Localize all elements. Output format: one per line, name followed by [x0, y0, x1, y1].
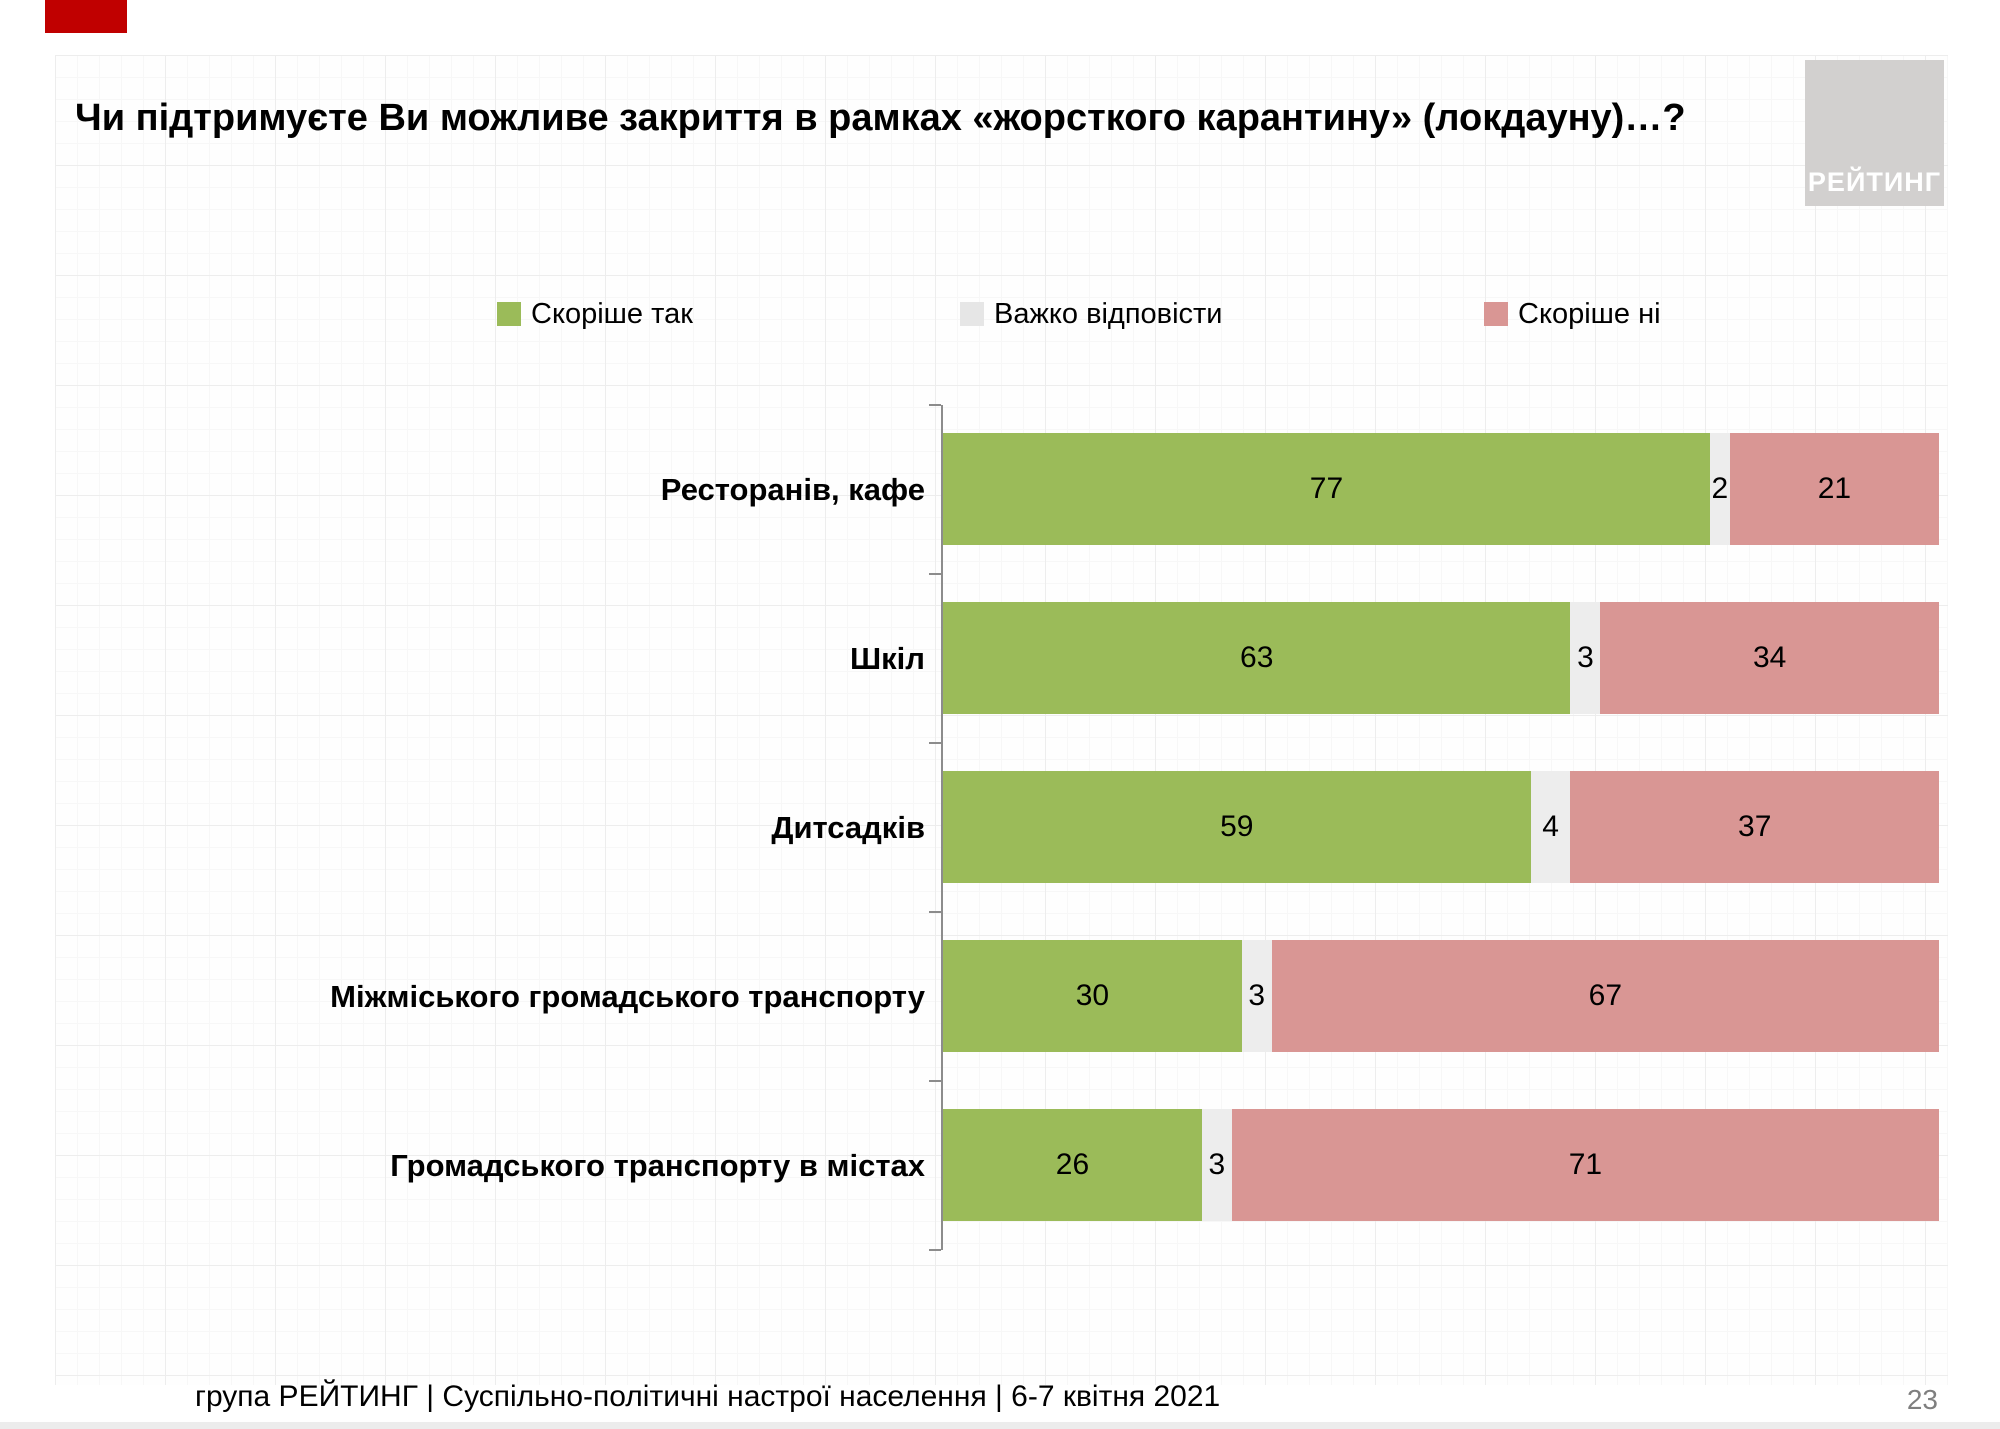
legend-label: Скоріше ні [1518, 297, 1661, 330]
bar-segment: 4 [1530, 771, 1571, 883]
y-axis-line [941, 405, 943, 1250]
bar-segment: 59 [943, 771, 1531, 883]
bar-segment: 37 [1570, 771, 1939, 883]
category-label: Ресторанів, кафе [660, 471, 925, 507]
bar-value-label: 3 [1208, 1148, 1226, 1181]
bar-segment: 2 [1709, 433, 1730, 545]
bar-value-label: 63 [1240, 641, 1274, 674]
legend-swatch-icon [1484, 302, 1508, 326]
legend-item: Скоріше ні [1484, 297, 1661, 331]
axis-tick [929, 573, 941, 575]
legend-label: Важко відповісти [994, 297, 1223, 330]
category-label: Міжміського громадського транспорту [330, 978, 925, 1014]
chart-row: Громадського транспорту в містах 26 3 71 [0, 1081, 2000, 1250]
page-number: 23 [1906, 1384, 1938, 1415]
chart-row: Шкіл 63 3 34 [0, 574, 2000, 743]
bar-value-label: 3 [1248, 979, 1266, 1012]
legend-swatch-icon [497, 302, 521, 326]
bar-segment: 3 [1241, 940, 1272, 1052]
red-accent-tab [45, 0, 127, 33]
bar-value-label: 21 [1817, 472, 1852, 505]
axis-tick [929, 742, 941, 744]
category-label: Дитсадків [771, 809, 925, 845]
bar-value-label: 30 [1075, 979, 1110, 1012]
bar-value-label: 71 [1568, 1148, 1603, 1181]
chart-legend: Скоріше так Важко відповісти Скоріше ні [0, 297, 2000, 331]
bar-segment: 3 [1570, 602, 1601, 714]
axis-tick [929, 1080, 941, 1082]
bar-value-label: 59 [1220, 810, 1254, 843]
bar-segment: 67 [1271, 940, 1939, 1052]
bar-value-label: 3 [1577, 641, 1594, 674]
legend-item: Важко відповісти [960, 297, 1223, 331]
stacked-bar: 59 4 37 [943, 771, 1939, 883]
bar-segment: 3 [1201, 1109, 1232, 1221]
axis-tick [929, 404, 941, 406]
slide-background [55, 55, 1948, 1385]
bar-value-label: 4 [1542, 810, 1559, 843]
axis-tick [929, 1249, 941, 1251]
bar-segment: 71 [1231, 1109, 1939, 1221]
legend-item: Скоріше так [497, 297, 693, 331]
stacked-bar: 63 3 34 [943, 602, 1939, 714]
bottom-edge-strip [0, 1422, 2000, 1429]
category-label: Громадського транспорту в містах [390, 1147, 925, 1183]
legend-label: Скоріше так [531, 297, 693, 330]
stacked-bar: 30 3 67 [943, 940, 1939, 1052]
bar-value-label: 67 [1588, 979, 1623, 1012]
rating-logo-text: РЕЙТИНГ [1807, 167, 1942, 197]
bar-segment: 34 [1600, 602, 1939, 714]
bar-value-label: 77 [1309, 472, 1344, 505]
bar-value-label: 2 [1711, 472, 1729, 505]
bar-value-label: 37 [1738, 810, 1772, 843]
axis-tick [929, 911, 941, 913]
bar-segment: 26 [943, 1109, 1202, 1221]
rating-logo: РЕЙТИНГ [1805, 60, 1944, 206]
footer-source-text: група РЕЙТИНГ | Суспільно-політичні наст… [195, 1380, 1221, 1413]
stacked-bar: 77 2 21 [943, 433, 1939, 545]
bar-segment: 30 [943, 940, 1242, 1052]
bar-segment: 63 [943, 602, 1571, 714]
chart-row: Ресторанів, кафе 77 2 21 [0, 405, 2000, 574]
bar-segment: 21 [1729, 433, 1939, 545]
chart-row: Дитсадків 59 4 37 [0, 743, 2000, 912]
chart-row: Міжміського громадського транспорту 30 3 67 [0, 912, 2000, 1081]
legend-swatch-icon [960, 302, 984, 326]
page-title: Чи підтримуєте Ви можливе закриття в рам… [75, 97, 1686, 139]
bar-segment: 77 [943, 433, 1710, 545]
bar-value-label: 34 [1752, 641, 1787, 674]
stacked-bar: 26 3 71 [943, 1109, 1939, 1221]
bar-value-label: 26 [1055, 1148, 1090, 1181]
category-label: Шкіл [850, 640, 925, 676]
